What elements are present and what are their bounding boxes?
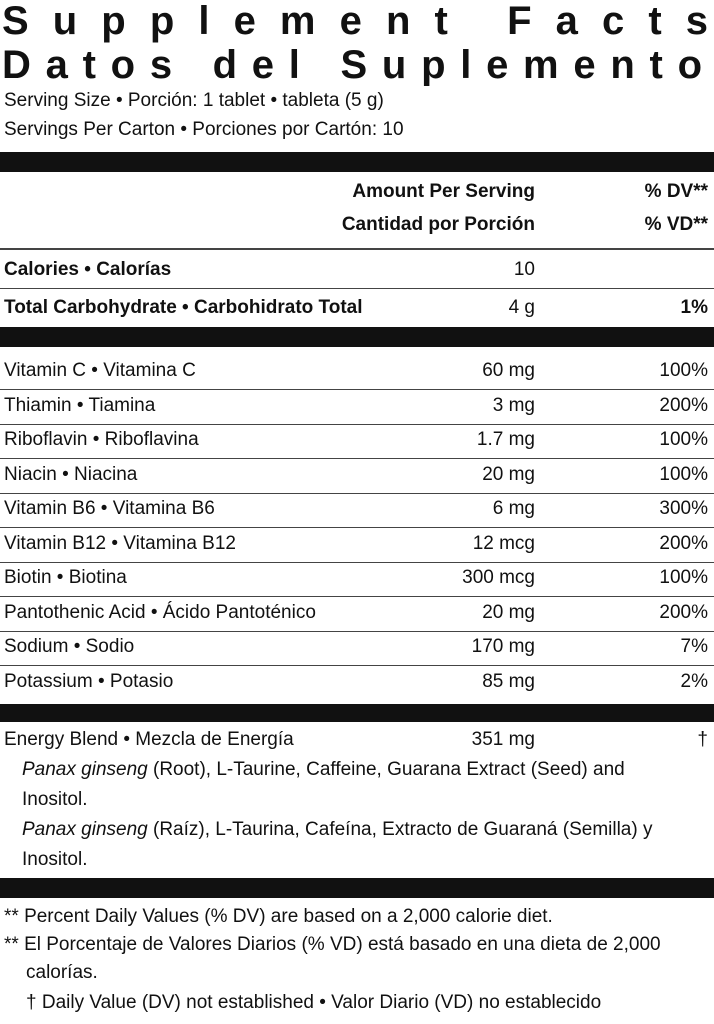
nutrient-row: Calories • Calorías 10 [4,254,708,286]
row-dv: 200% [659,532,708,554]
nutrient-row: Sodium • Sodio 170 mg 7% [4,631,708,663]
row-dv: 1% [680,297,708,318]
row-amount: 6 mg [492,498,535,519]
row-name: Niacin • Niacina [4,463,138,485]
row-amount: 85 mg [482,670,535,692]
rule [0,596,714,597]
row-amount: 20 mg [482,463,535,485]
row-dv: 2% [680,670,708,692]
nutrient-row: Pantothenic Acid • Ácido Pantoténico 20 m… [4,597,708,629]
rule [0,389,714,390]
rule [0,492,714,494]
ingredients-es: Panax ginseng (Raíz), L-Taurina, Cafeína… [22,815,682,875]
row-name: Vitamin C • Vitamina C [4,360,196,381]
row-dv: 100% [659,429,708,450]
row-amount: 4 g [508,297,535,318]
row-name: Pantothenic Acid • Ácido Pantoténico [4,601,316,623]
row-amount: 170 mg [471,636,535,657]
blend-row: Energy Blend • Mezcla de Energía 351 mg … [4,724,708,756]
italic-term: Panax ginseng [22,759,148,780]
row-name: Vitamin B6 • Vitamina B6 [4,498,215,519]
row-dv: 300% [659,498,708,519]
row-amount: 20 mg [482,601,535,623]
thick-bar [0,704,714,722]
row-dv: 7% [680,636,708,657]
row-dv: 100% [659,567,708,588]
row-name: Calories • Calorías [4,259,172,280]
servings-per-carton: Servings Per Carton • Porciones por Cart… [4,119,404,140]
thick-bar [0,152,714,172]
ingredients-en: Panax ginseng (Root), L-Taurine, Caffein… [22,755,682,815]
nutrient-row: Thiamin • Tiamina 3 mg 200% [4,390,708,422]
rule [0,527,714,528]
title-block: Supplement Facts Datos del Suplemento [2,0,708,86]
row-dv: 200% [659,394,708,416]
rule [0,458,714,459]
row-amount: 3 mg [492,394,535,416]
blend-name: Energy Blend • Mezcla de Energía [4,729,294,750]
row-name: Thiamin • Tiamina [4,394,156,416]
header-dv: % VD** [644,214,708,235]
ingredient-text: (Root), L-Taurine, Caffeine, Guarana Ext… [22,759,625,810]
footnote: ** Percent Daily Values (% DV) are based… [4,906,553,927]
rule [0,630,714,632]
nutrient-row: Potassium • Potasio 85 mg 2% [4,666,708,698]
blend-dv: † [697,729,708,750]
title: Datos del Suplemento [2,43,702,86]
nutrient-row: Vitamin C • Vitamina C 60 mg 100% [4,355,708,387]
row-name: Riboflavin • Riboflavina [4,429,199,450]
header-amount: Cantidad por Porción [341,214,535,235]
nutrient-row: Riboflavin • Riboflavina 1.7 mg 100% [4,424,708,456]
header-row: Amount Per Serving % DV** [4,176,708,208]
row-name: Sodium • Sodio [4,636,135,657]
row-name: Vitamin B12 • Vitamina B12 [4,532,236,554]
header-dv: % DV** [644,181,708,202]
footnote: ** El Porcentaje de Valores Diarios (% V… [4,934,661,983]
nutrient-row: Biotin • Biotina 300 mcg 100% [4,562,708,594]
row-amount: 1.7 mg [476,429,535,450]
nutrient-row: Niacin • Niacina 20 mg 100% [4,459,708,491]
rule [0,665,714,666]
thick-bar [0,327,714,347]
footnote: † Daily Value (DV) not established • Val… [26,992,602,1013]
row-dv: 200% [659,601,708,623]
nutrient-row: Vitamin B6 • Vitamina B6 6 mg 300% [4,493,708,525]
thick-bar [0,878,714,898]
blend-amount: 351 mg [471,729,535,750]
row-name: Potassium • Potasio [4,670,174,692]
title: Supplement Facts [2,0,708,43]
rule [0,248,714,250]
rule [0,288,714,289]
row-dv: 100% [659,360,708,381]
row-name: Biotin • Biotina [4,567,127,588]
row-name: Total Carbohydrate • Carbohidrato Total [4,297,363,318]
rule [0,423,714,425]
ingredient-text: (Raíz), L-Taurina, Cafeína, Extracto de … [22,819,653,870]
nutrient-row: Vitamin B12 • Vitamina B12 12 mcg 200% [4,528,708,560]
row-amount: 10 [513,259,535,280]
italic-term: Panax ginseng [22,819,148,840]
serving-size: Serving Size • Porción: 1 tablet • table… [4,90,384,111]
row-amount: 60 mg [482,360,535,381]
row-amount: 12 mcg [472,532,535,554]
header-row: Cantidad por Porción % VD** [4,209,708,241]
row-amount: 300 mcg [462,567,535,588]
header-amount: Amount Per Serving [352,181,535,202]
row-dv: 100% [659,463,708,485]
nutrient-row: Total Carbohydrate • Carbohidrato Total 4… [4,292,708,324]
rule [0,561,714,563]
